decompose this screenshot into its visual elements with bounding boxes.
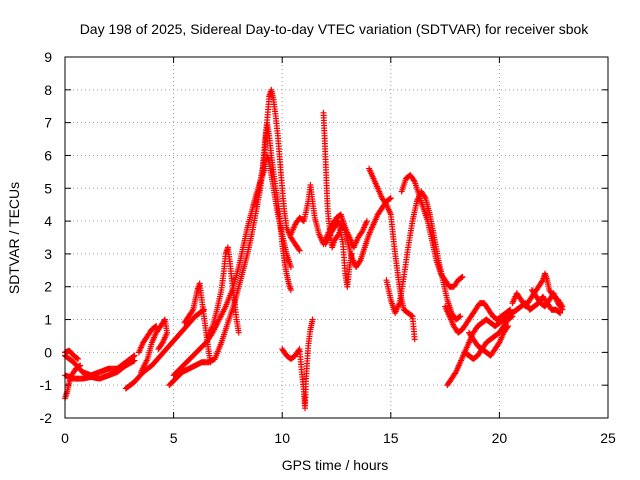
data-point — [559, 306, 566, 313]
y-tick-label: -1 — [40, 377, 53, 393]
data-point — [558, 305, 565, 312]
data-point — [504, 324, 511, 331]
series-track-w — [465, 323, 512, 359]
series-track-z — [528, 287, 566, 313]
series-track-c — [62, 362, 84, 402]
series-track-d — [62, 347, 82, 362]
data-point — [557, 309, 564, 316]
series-track-n — [287, 181, 370, 251]
data-point — [161, 317, 168, 324]
y-tick-label: 4 — [44, 213, 52, 229]
data-point — [155, 346, 162, 353]
data-point — [235, 329, 242, 336]
plot-frame — [64, 56, 609, 419]
y-tick-label: 2 — [44, 279, 52, 295]
data-point — [334, 219, 341, 226]
x-tick-label: 10 — [274, 430, 290, 446]
data-point — [387, 195, 394, 202]
series-track-m — [279, 316, 316, 412]
data-point — [77, 362, 84, 369]
data-point — [408, 312, 415, 319]
data-point — [459, 273, 466, 280]
data-point — [309, 316, 316, 323]
y-tick-label: 8 — [44, 82, 52, 98]
series-track-s — [398, 172, 466, 290]
series-track-g — [135, 323, 160, 356]
data-point — [348, 250, 355, 257]
y-tick-label: 3 — [44, 246, 52, 262]
x-tick-label: 20 — [492, 430, 508, 446]
data-point — [356, 258, 363, 265]
x-axis-label: GPS time / hours — [282, 457, 389, 473]
x-tick-label: 15 — [383, 430, 399, 446]
data-point — [363, 218, 370, 225]
data-point — [207, 359, 214, 366]
x-tick-label: 25 — [600, 430, 616, 446]
data-point — [410, 177, 417, 184]
series-track-a — [62, 352, 138, 379]
data-point — [411, 336, 418, 343]
y-tick-label: 6 — [44, 147, 52, 163]
data-point — [386, 195, 393, 202]
data-point — [295, 347, 302, 354]
series-track-f — [138, 316, 171, 376]
data-point — [456, 313, 463, 320]
data-point — [505, 323, 512, 330]
y-tick-label: 9 — [44, 49, 52, 65]
series-track-p — [322, 218, 355, 290]
data-point — [556, 309, 563, 316]
series-track-k — [205, 244, 242, 339]
data-point — [156, 344, 163, 351]
data-points — [62, 86, 566, 412]
data-point — [75, 355, 82, 362]
x-tick-label: 5 — [170, 430, 178, 446]
data-point — [153, 323, 160, 330]
data-point — [76, 363, 83, 370]
data-point — [509, 313, 516, 320]
data-point — [457, 313, 464, 320]
data-point — [421, 193, 428, 200]
chart-title: Day 198 of 2025, Sidereal Day-to-day VTE… — [80, 21, 590, 37]
y-axis-label: SDTVAR / TECUs — [6, 182, 22, 294]
data-point — [295, 246, 302, 253]
x-tick-labels: 0 5 10 15 20 25 — [61, 430, 616, 446]
data-point — [287, 264, 294, 271]
y-tick-label: -2 — [40, 410, 53, 426]
y-tick-label: 1 — [44, 312, 52, 328]
data-point — [131, 357, 138, 364]
series-track-j — [181, 280, 214, 366]
series-track-h — [166, 86, 303, 389]
y-tick-label: 7 — [44, 115, 52, 131]
y-tick-labels: -2 -1 0 1 2 3 4 5 6 7 8 9 — [40, 49, 53, 426]
data-point — [458, 274, 465, 281]
series-track-l — [250, 119, 294, 294]
series-track-v — [461, 313, 516, 362]
x-tick-label: 0 — [61, 430, 69, 446]
data-point — [287, 287, 294, 294]
data-point — [74, 355, 81, 362]
data-point — [296, 247, 303, 254]
data-point — [508, 313, 515, 320]
data-point — [152, 323, 159, 330]
data-point — [189, 308, 196, 315]
y-tick-label: 0 — [44, 344, 52, 360]
y-tick-label: 5 — [44, 180, 52, 196]
